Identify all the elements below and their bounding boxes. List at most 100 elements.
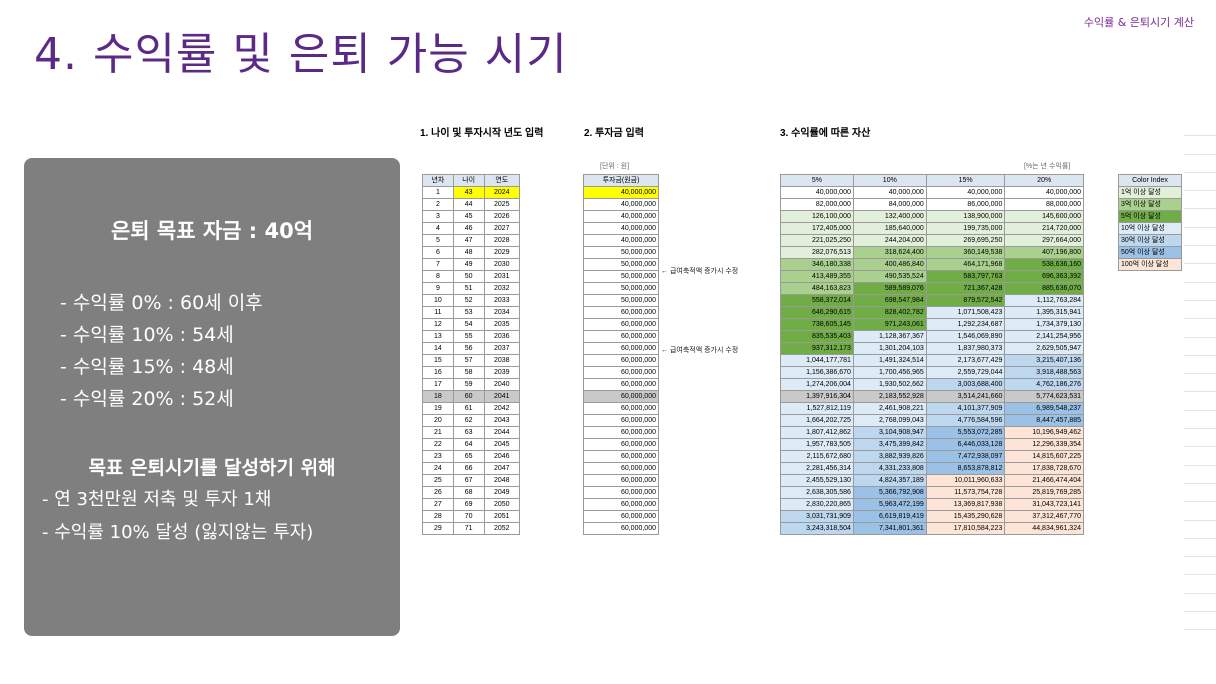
table-cell: 86,000,000 (925, 198, 1006, 211)
table-cell: 49 (452, 258, 485, 271)
table-cell: 53 (452, 306, 485, 319)
table-row: 3 45 2026 (422, 210, 521, 223)
rate-line: - 수익률 10% : 54세 (60, 324, 234, 346)
table-cell: 721,367,428 (925, 282, 1006, 295)
summary-panel: 은퇴 목표 자금 : 40억 - 수익률 0% : 60세 이후 - 수익률 1… (24, 158, 400, 636)
table-cell: 2,173,677,429 (925, 354, 1006, 367)
memo-note: ← 급여축적액 증가시 수정 (661, 347, 739, 354)
table-cell: 698,547,984 (852, 294, 927, 307)
table-row: 25 67 2048 (422, 474, 521, 487)
table-cell: 2,830,220,865 (780, 498, 854, 511)
table-cell: 1,071,508,423 (925, 306, 1006, 319)
table-row: 60,000,000 (583, 462, 659, 475)
table-cell: 51 (452, 282, 485, 295)
table-cell: 10 (422, 294, 454, 307)
color-index-table: Color Index 1억 이상 달성 3억 이상 달성 5억 이상 달성 10억 이… (1118, 174, 1182, 271)
table-cell: 4 (422, 222, 454, 235)
table-cell: 1,837,980,373 (925, 342, 1006, 355)
table-cell: 6,989,548,237 (1004, 402, 1084, 415)
table-cell: 7,472,938,097 (925, 450, 1006, 463)
table-cell: 1,734,379,130 (1004, 318, 1084, 331)
table-cell: 84,000,000 (852, 198, 927, 211)
table-cell: 1,664,202,725 (780, 414, 854, 427)
table-cell: 1,156,386,670 (780, 366, 854, 379)
table-cell: 37,312,467,770 (1004, 510, 1084, 523)
table-header-row: 년차 나이 연도 (422, 174, 521, 187)
table-cell: 60,000,000 (583, 330, 659, 343)
table-cell: 21,466,474,404 (1004, 474, 1084, 487)
table-cell: 50,000,000 (583, 270, 659, 283)
table-row: 40,000,000 (583, 210, 659, 223)
table-row: 60,000,000 (583, 486, 659, 499)
color-index-row: 50억 이상 달성 (1118, 246, 1182, 259)
table-row: 7 49 2030 (422, 258, 521, 271)
table-cell: 7,341,801,361 (852, 522, 927, 535)
table-cell: 25,819,769,285 (1004, 486, 1084, 499)
section-title: 1. 나이 및 투자시작 년도 입력 (420, 128, 544, 139)
table-cell: 5 (422, 234, 454, 247)
table-cell: 30억 이상 달성 (1118, 234, 1182, 247)
table-row: 21 63 2044 (422, 426, 521, 439)
table-cell: 538,636,160 (1004, 258, 1084, 271)
table-cell: 63 (452, 426, 485, 439)
table-row: 2,455,529,130 4,824,357,189 10,011,960,633… (780, 474, 1084, 487)
table-cell: 50,000,000 (583, 282, 659, 295)
table-cell: 7 (422, 258, 454, 271)
color-index-row: 5억 이상 달성 (1118, 210, 1182, 223)
color-index-row: 30억 이상 달성 (1118, 234, 1182, 247)
table-cell: 2036 (483, 330, 521, 343)
table-row: 1 43 2024 (422, 186, 521, 199)
table-row: 28 70 2051 (422, 510, 521, 523)
table-row: 4 46 2027 (422, 222, 521, 235)
table-cell: 23 (422, 450, 454, 463)
color-index-row: 100억 이상 달성 (1118, 258, 1182, 271)
table-row: 60,000,000 (583, 510, 659, 523)
table-row: 20 62 2043 (422, 414, 521, 427)
table-cell: 21 (422, 426, 454, 439)
table-cell: 3,243,318,504 (780, 522, 854, 535)
table-cell: 2,638,305,586 (780, 486, 854, 499)
table-cell: 589,589,076 (852, 282, 927, 295)
table-cell: 2,455,529,130 (780, 474, 854, 487)
table-cell: 2,141,254,956 (1004, 330, 1084, 343)
table-cell: 413,489,355 (780, 270, 854, 283)
unit-label: [단위 : 원] (600, 163, 630, 170)
table-row: 60,000,000 (583, 390, 659, 403)
table-row: 16 58 2039 (422, 366, 521, 379)
table-cell: 투자금(원금) (583, 174, 659, 187)
table-row: 26 68 2049 (422, 486, 521, 499)
table-cell: 2049 (483, 486, 521, 499)
table-cell: 12,296,339,354 (1004, 438, 1084, 451)
table-cell: 2051 (483, 510, 521, 523)
table-cell: 40,000,000 (583, 222, 659, 235)
table-row: 3,243,318,504 7,341,801,361 17,810,584,223… (780, 522, 1084, 535)
section-title: 2. 투자금 입력 (584, 128, 644, 139)
table-cell: 3 (422, 210, 454, 223)
table-cell: 2032 (483, 282, 521, 295)
table-cell: 3,882,939,826 (852, 450, 927, 463)
table-row: 24 66 2047 (422, 462, 521, 475)
table-cell: 64 (452, 438, 485, 451)
color-index-row: 3억 이상 달성 (1118, 198, 1182, 211)
table-cell: 40,000,000 (583, 210, 659, 223)
table-row: 835,535,403 1,128,367,367 1,546,069,890 2,1… (780, 330, 1084, 343)
table-cell: 2050 (483, 498, 521, 511)
table-cell: 583,797,763 (925, 270, 1006, 283)
table-cell: 2,629,505,947 (1004, 342, 1084, 355)
table-cell: 6,446,033,128 (925, 438, 1006, 451)
table-row: 6 48 2029 (422, 246, 521, 259)
table-cell: 490,535,524 (852, 270, 927, 283)
table-row: 1,156,386,670 1,700,456,965 2,559,729,044 3… (780, 366, 1084, 379)
table-cell: 2043 (483, 414, 521, 427)
table-row: 23 65 2046 (422, 450, 521, 463)
table-cell: 400,486,840 (852, 258, 927, 271)
table-row: 221,025,250 244,204,000 269,695,250 297,664… (780, 234, 1084, 247)
table-cell: 58 (452, 366, 485, 379)
table-cell: 2,281,456,314 (780, 462, 854, 475)
table-cell: 2042 (483, 402, 521, 415)
table-cell: 22 (422, 438, 454, 451)
table-cell: 46 (452, 222, 485, 235)
table-row: 50,000,000 (583, 258, 659, 271)
table-row: 17 59 2040 (422, 378, 521, 391)
table-cell: Color Index (1118, 174, 1182, 187)
